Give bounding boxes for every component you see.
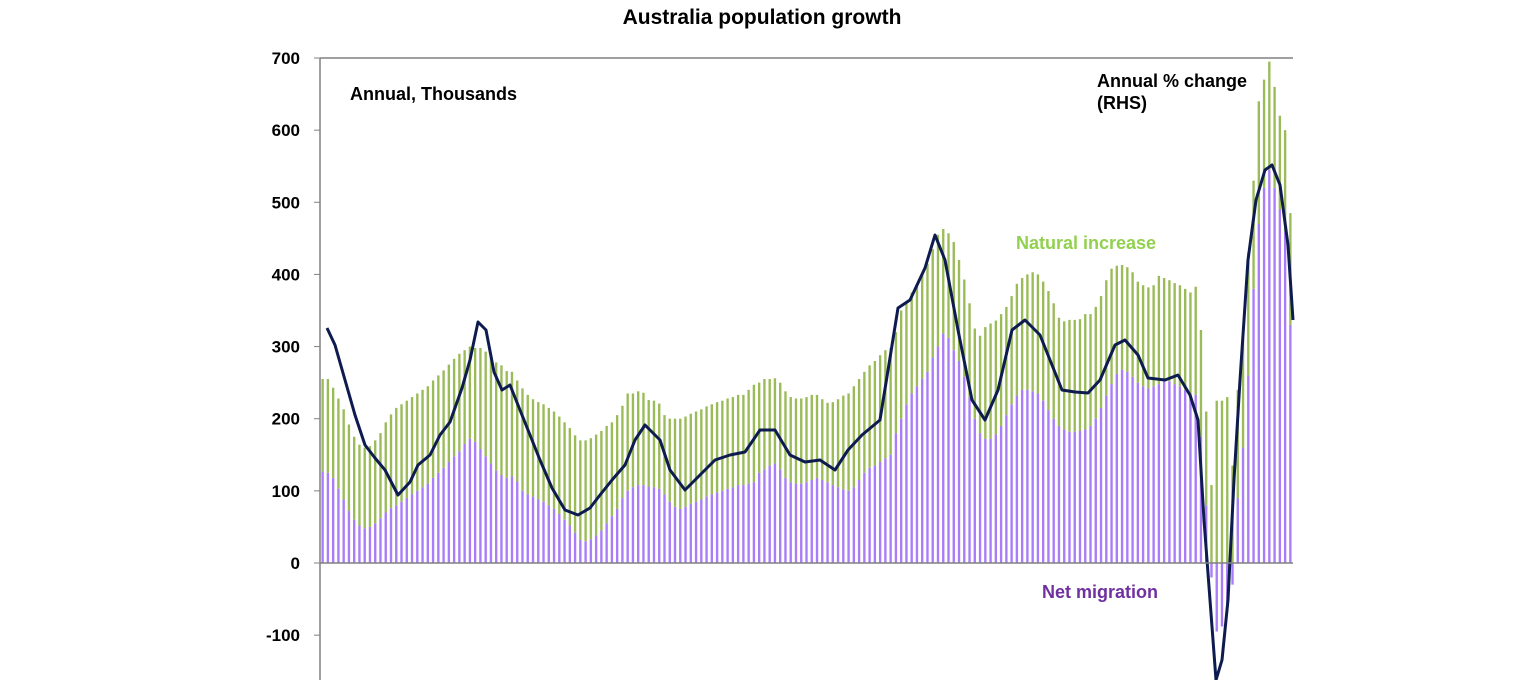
svg-text:200: 200 [272, 410, 300, 429]
svg-text:600: 600 [272, 121, 300, 140]
line-series-label-text: Annual % change (RHS) [1097, 71, 1248, 113]
y-axis-ticks: 700 600 500 400 300 200 100 0 -100 [266, 49, 320, 645]
svg-text:700: 700 [272, 49, 300, 68]
net-migration-label: Net migration [1042, 582, 1159, 602]
svg-text:300: 300 [272, 338, 300, 357]
chart-title: Australia population growth [622, 6, 902, 29]
natural-increase-label: Natural increase [1016, 233, 1157, 253]
svg-text:100: 100 [272, 482, 300, 501]
svg-text:400: 400 [272, 265, 300, 284]
stacked-bars [321, 61, 1292, 632]
line-series-label: Annual % change (RHS) [1097, 70, 1297, 114]
svg-text:-100: -100 [266, 626, 300, 645]
svg-text:500: 500 [272, 193, 300, 212]
svg-text:0: 0 [291, 554, 300, 573]
annual-change-line [325, 163, 1295, 680]
unit-label: Annual, Thousands [350, 84, 518, 104]
